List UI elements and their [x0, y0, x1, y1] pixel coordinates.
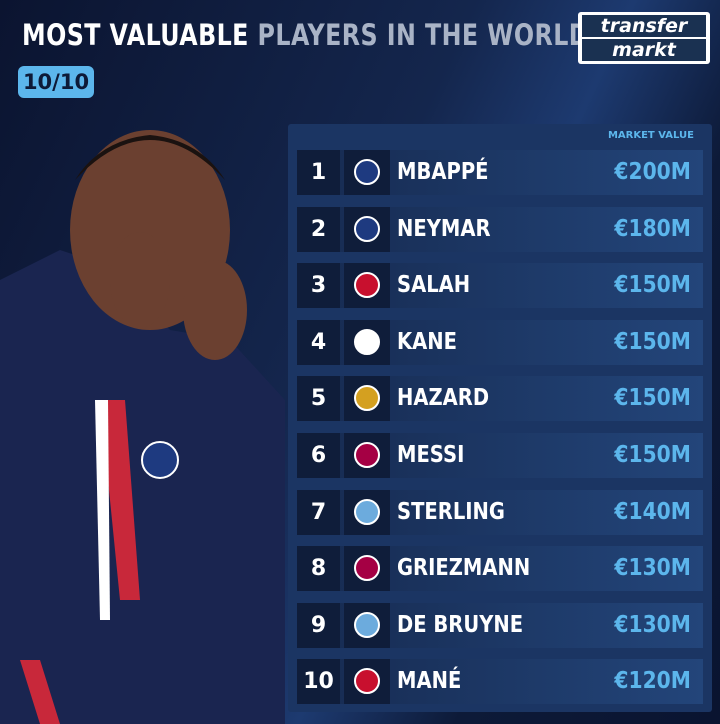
club-crest: [344, 263, 390, 309]
rank: 7: [297, 489, 340, 535]
table-row: 4 KANE €150M: [297, 319, 703, 365]
player-name: DE BRUYNE: [397, 611, 524, 638]
player-name: STERLING: [397, 498, 505, 525]
club-crest: [344, 150, 390, 195]
table-row: 9 DE BRUYNE €130M: [297, 602, 703, 648]
table-row: 2 NEYMAR €180M: [297, 206, 703, 252]
rank: 1: [297, 150, 340, 195]
crest-icon: [354, 385, 380, 412]
rank: 10: [297, 659, 340, 705]
market-value: €130M: [614, 555, 691, 582]
rank: 9: [297, 602, 340, 648]
club-crest: [344, 433, 390, 478]
rank: 4: [297, 319, 340, 365]
crest-icon: [354, 442, 380, 468]
logo: transfer markt: [578, 12, 710, 64]
crest-icon: [354, 555, 380, 582]
title-part: MOST VALUABLE: [22, 18, 249, 52]
market-value: €120M: [614, 668, 691, 695]
table-row: 1 MBAPPÉ €200M: [297, 150, 703, 195]
market-value: €150M: [614, 442, 691, 468]
crest-icon: [354, 668, 380, 695]
rank: 3: [297, 263, 340, 309]
crest-icon: [354, 272, 380, 299]
table-row: 7 STERLING €140M: [297, 489, 703, 535]
player-name: GRIEZMANN: [397, 555, 531, 582]
table-row: 8 GRIEZMANN €130M: [297, 546, 703, 592]
market-value: €150M: [614, 272, 691, 299]
column-header: MARKET VALUE: [607, 130, 694, 141]
market-value: €180M: [614, 215, 691, 242]
club-crest: [344, 376, 390, 422]
rank: 2: [297, 206, 340, 252]
crest-icon: [354, 159, 380, 185]
crest-icon: [354, 215, 380, 242]
table-row: 5 HAZARD €150M: [297, 376, 703, 422]
player-photo: [0, 130, 285, 724]
rank: 8: [297, 546, 340, 592]
logo-text: markt: [582, 39, 706, 61]
player-name: KANE: [397, 328, 458, 355]
player-name: MANÉ: [397, 668, 462, 695]
market-value: €150M: [614, 328, 691, 355]
crest-icon: [354, 611, 380, 638]
market-value: €130M: [614, 611, 691, 638]
table-row: 10 MANÉ €120M: [297, 659, 703, 705]
crest-icon: [354, 498, 380, 525]
rank: 5: [297, 376, 340, 422]
player-name: HAZARD: [397, 385, 490, 412]
club-crest: [344, 546, 390, 592]
market-value: €200M: [614, 159, 691, 185]
player-name: SALAH: [397, 272, 471, 299]
player-name: NEYMAR: [397, 215, 491, 242]
ranking-table: MARKET VALUE 1 MBAPPÉ €200M 2 NEYMAR €180M 3 SA…: [288, 124, 712, 712]
market-value: €140M: [614, 498, 691, 525]
crest-icon: [354, 328, 380, 355]
market-value: €150M: [614, 385, 691, 412]
club-crest: [344, 659, 390, 705]
logo-text: transfer: [582, 15, 706, 37]
title: MOST VALUABLE PLAYERS IN THE WORLD: [22, 18, 589, 52]
player-name: MESSI: [397, 442, 465, 468]
player-name: MBAPPÉ: [397, 159, 489, 185]
rank: 6: [297, 433, 340, 478]
club-crest: [344, 206, 390, 252]
club-crest: [344, 489, 390, 535]
club-crest: [344, 319, 390, 365]
table-row: 6 MESSI €150M: [297, 433, 703, 478]
table-row: 3 SALAH €150M: [297, 263, 703, 309]
title-part: PLAYERS IN THE WORLD: [257, 18, 589, 52]
club-crest: [344, 602, 390, 648]
badge: 10/10: [18, 66, 94, 98]
